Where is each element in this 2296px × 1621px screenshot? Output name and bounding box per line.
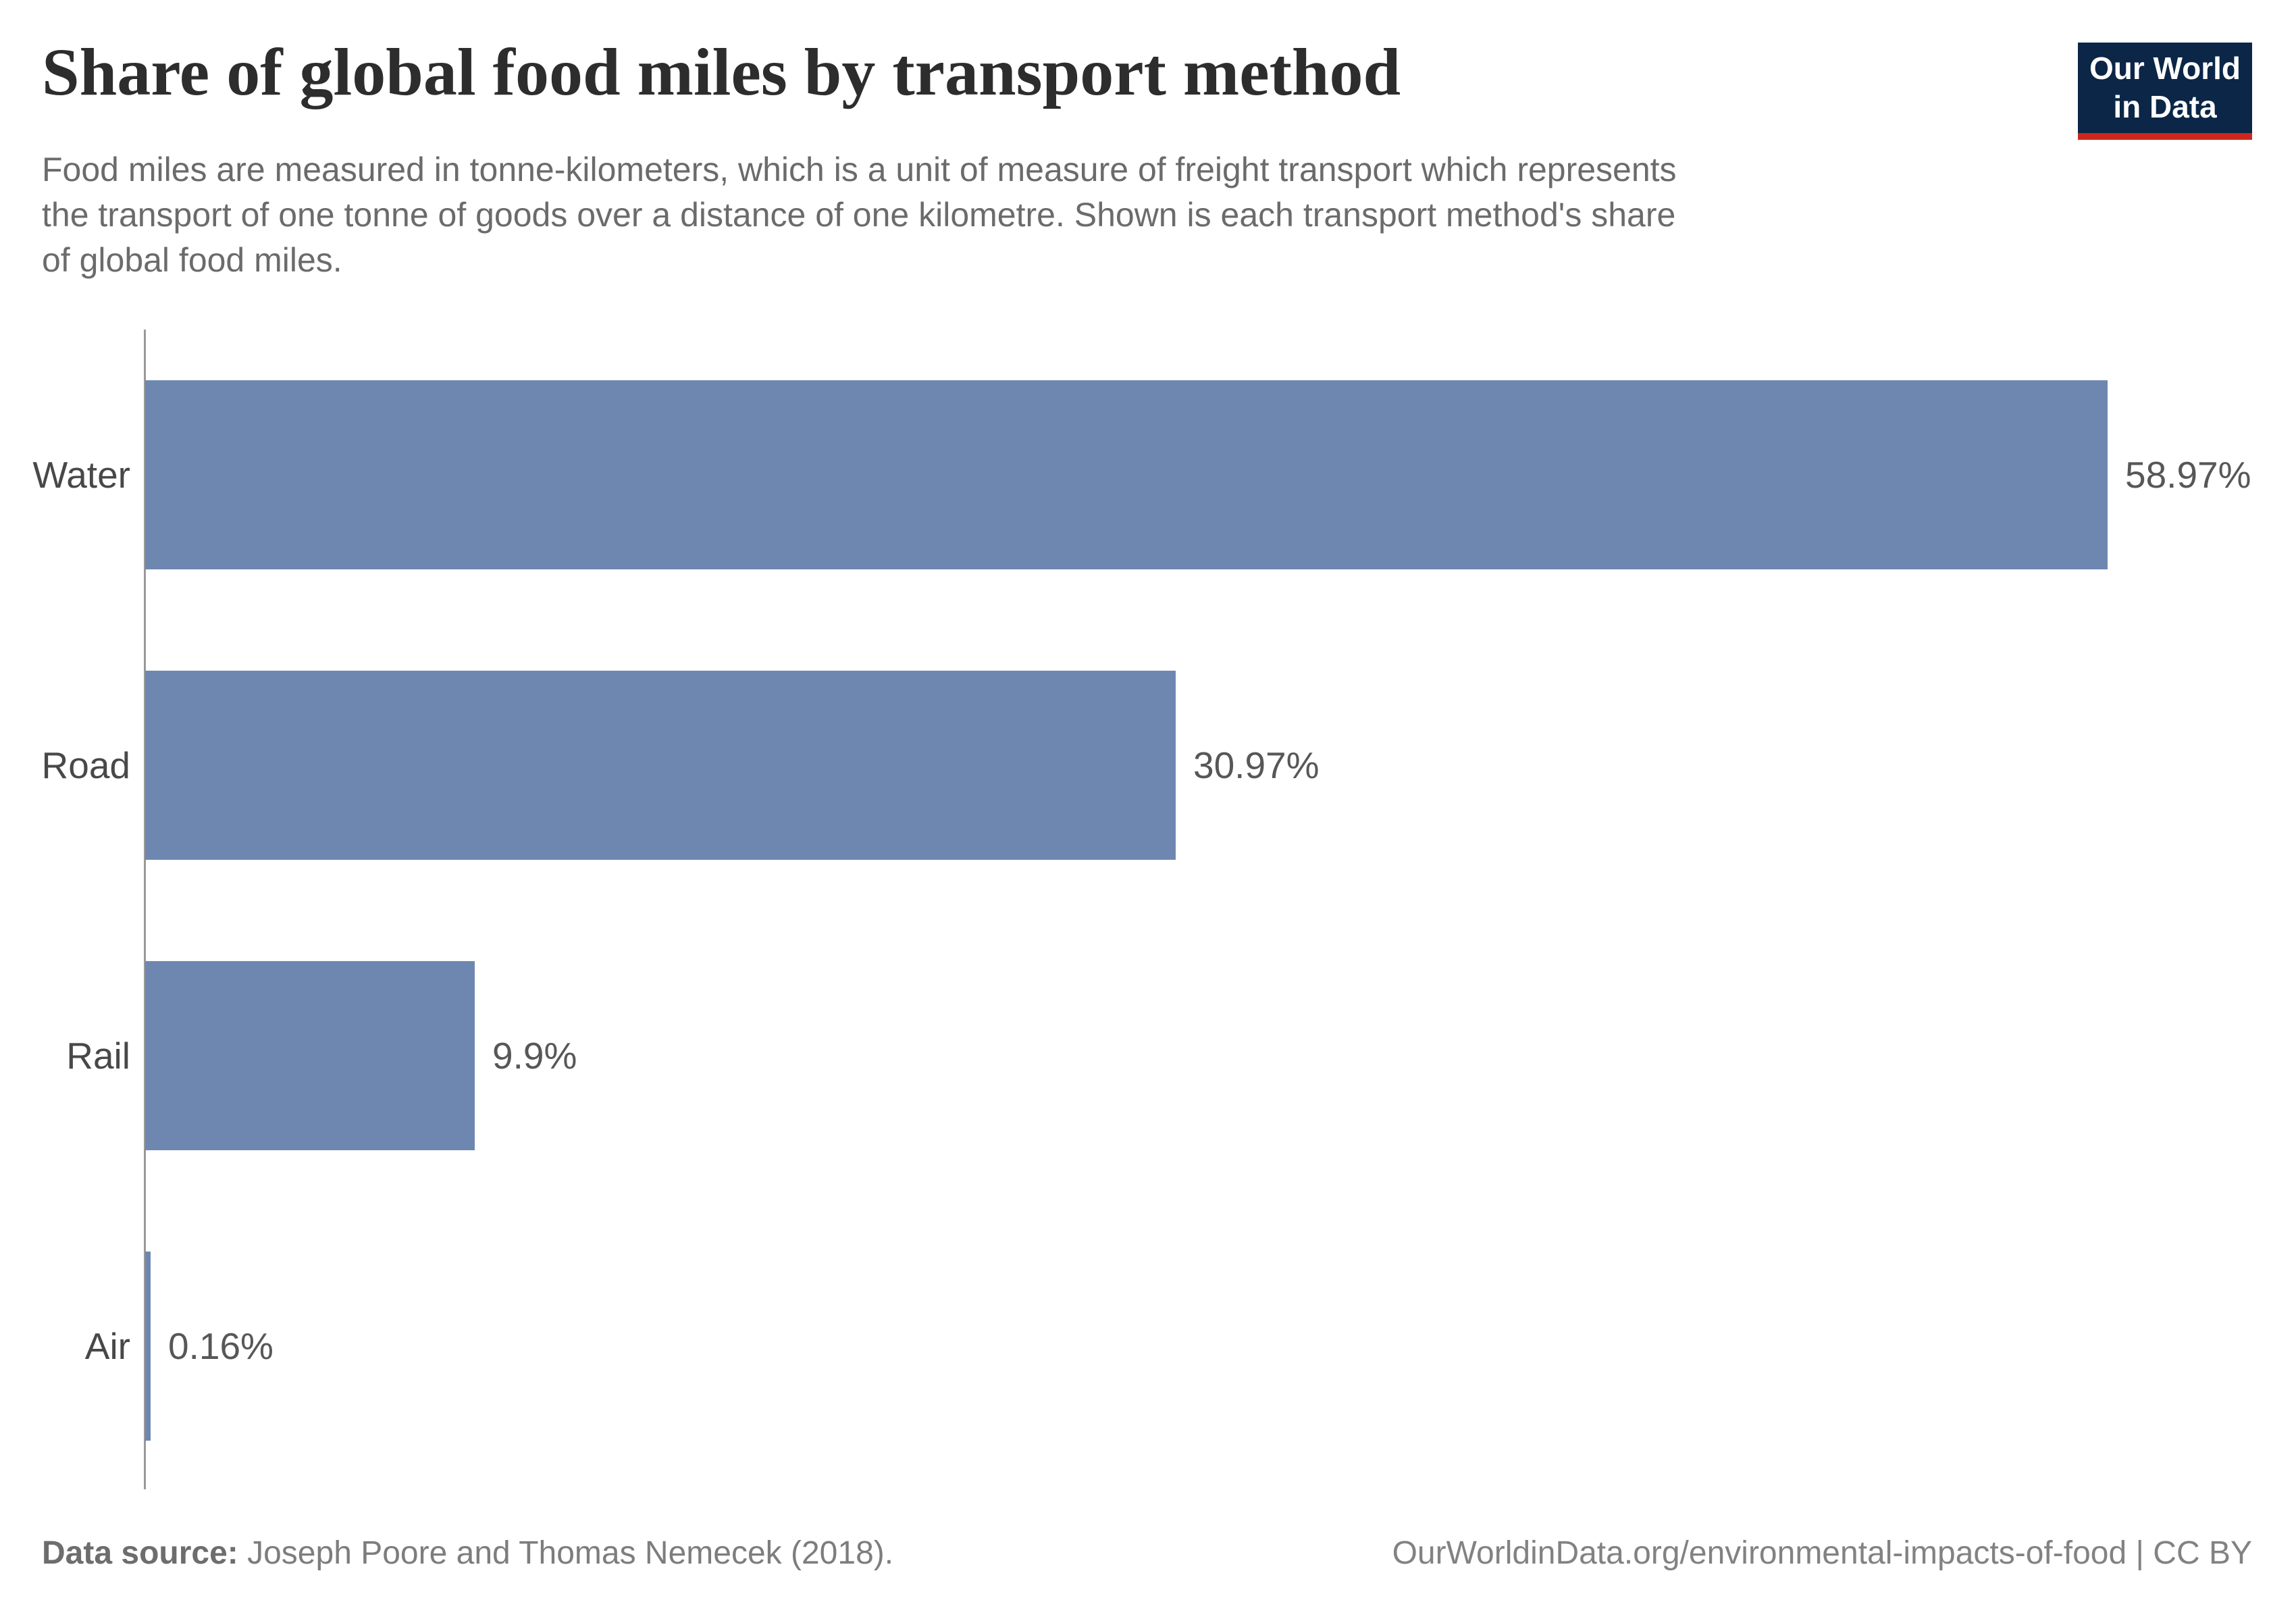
footer: Data source: Joseph Poore and Thomas Nem… <box>42 1535 2252 1572</box>
category-label: Water <box>32 454 130 496</box>
bar[interactable] <box>145 380 2108 569</box>
data-source-prefix: Data source: <box>42 1535 238 1571</box>
category-label: Rail <box>66 1035 130 1077</box>
footer-link[interactable]: OurWorldinData.org/environmental-impacts… <box>1392 1535 2252 1571</box>
data-source-note: Data source: Joseph Poore and Thomas Nem… <box>42 1535 893 1572</box>
y-axis-line <box>144 330 146 1489</box>
bar-row: Water 58.97% <box>0 380 2296 569</box>
bar-row: Rail 9.9% <box>0 961 2296 1150</box>
owid-logo-line2: in Data <box>2113 89 2217 124</box>
value-label: 30.97% <box>1193 744 1320 786</box>
bar-row: Air 0.16% <box>0 1252 2296 1441</box>
bar[interactable] <box>145 671 1176 860</box>
bar-chart: Water 58.97% Road 30.97% Rail 9.9% Air 0… <box>0 330 2296 1489</box>
category-label: Road <box>41 744 130 786</box>
data-source-text: Joseph Poore and Thomas Nemecek (2018). <box>238 1535 894 1571</box>
owid-logo-line1: Our World <box>2089 51 2241 86</box>
value-label: 58.97% <box>2125 454 2251 496</box>
value-label: 9.9% <box>492 1035 577 1077</box>
bar-row: Road 30.97% <box>0 671 2296 860</box>
category-label: Air <box>84 1325 130 1367</box>
bar[interactable] <box>145 1252 151 1441</box>
owid-logo[interactable]: Our World in Data <box>2078 43 2252 140</box>
chart-subtitle: Food miles are measured in tonne-kilomet… <box>42 151 1677 279</box>
value-label: 0.16% <box>168 1325 273 1367</box>
bar[interactable] <box>145 961 475 1150</box>
chart-title: Share of global food miles by transport … <box>42 34 1401 109</box>
